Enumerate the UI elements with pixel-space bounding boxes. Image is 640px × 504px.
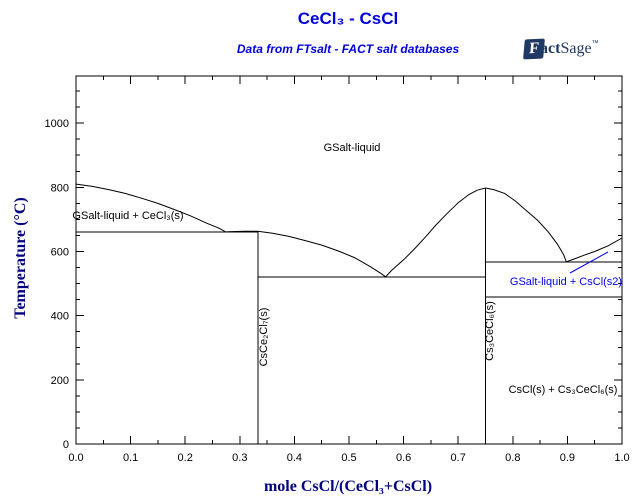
x-tick-label: 0.9: [560, 452, 575, 464]
label-csce2cl7: CsCe₂Cl₇(s): [257, 307, 270, 367]
y-tick-label: 1000: [45, 118, 69, 130]
x-tick-label: 1.0: [614, 452, 629, 464]
chart-title: CeCl₃ - CsCl: [297, 9, 399, 28]
factsage-logo-sage: Sage: [560, 40, 592, 57]
factsage-logo: F act Sage ™: [523, 38, 599, 60]
x-tick-label: 0.1: [123, 452, 138, 464]
x-tick-label: 0.0: [68, 452, 83, 464]
x-tick-label: 0.8: [505, 452, 520, 464]
x-tick-label: 0.2: [178, 452, 193, 464]
label-gsalt-cscl-s2: GSalt-liquid + CsCl(s2): [509, 275, 623, 288]
label-gsalt-liquid: GSalt-liquid: [323, 141, 381, 154]
label-gsalt-cecl3: GSalt-liquid + CeCl₃(s): [72, 209, 184, 222]
factsage-logo-act: act: [540, 40, 561, 57]
y-tick-label: 800: [51, 182, 69, 194]
x-tick-label: 0.3: [232, 452, 247, 464]
y-tick-label: 200: [51, 375, 69, 387]
x-tick-label: 0.5: [341, 452, 356, 464]
liquidus-curve: [75, 183, 623, 278]
label-cs3cecl6: Cs₃CeCl₆(s): [483, 301, 496, 361]
chart-subtitle: Data from FTsalt - FACT salt databases: [236, 42, 460, 56]
x-tick-label: 0.6: [396, 452, 411, 464]
x-tick-label: 0.4: [287, 452, 302, 464]
y-tick-label: 600: [51, 246, 69, 258]
label-cscl-cs3cecl6: CsCl(s) + Cs₃CeCl₆(s): [508, 383, 618, 396]
factsage-logo-tm: ™: [591, 40, 599, 47]
x-axis-title: mole CsCl/(CeCl₃+CsCl): [263, 478, 433, 495]
x-tick-label: 0.7: [451, 452, 466, 464]
y-tick-label: 400: [51, 311, 69, 323]
y-tick-label: 0: [63, 439, 69, 451]
annotation-leader-line: [569, 251, 609, 274]
